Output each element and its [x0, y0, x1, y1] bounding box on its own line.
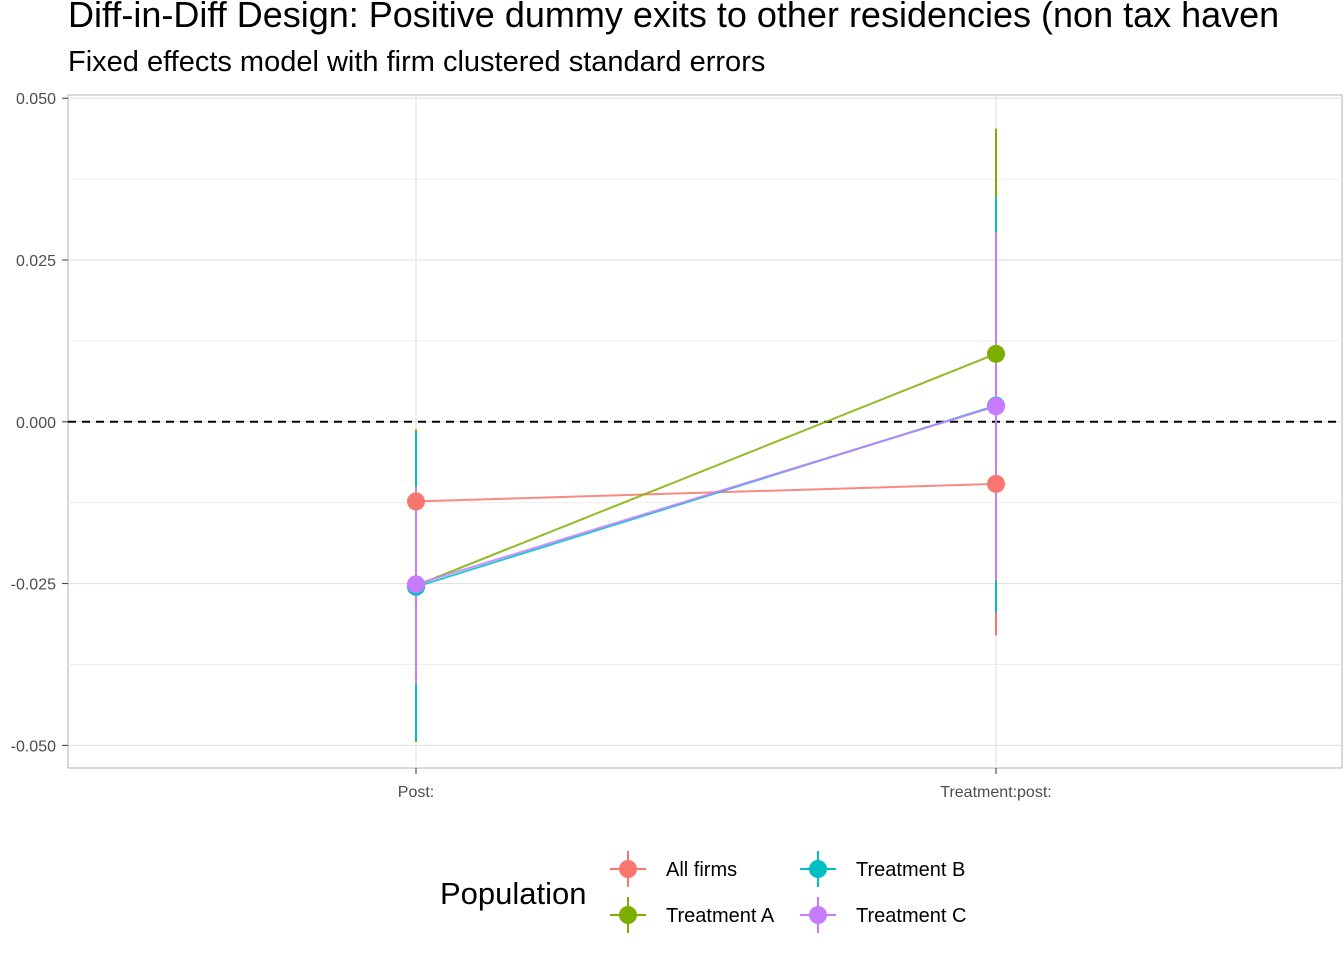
plot-panel-border [67, 94, 1343, 769]
data-point [987, 397, 1005, 416]
series-line [415, 482, 997, 503]
legend-item: Treatment A [610, 897, 775, 933]
data-point [987, 344, 1005, 363]
data-point [987, 474, 1005, 493]
data-point [407, 492, 425, 511]
legend-item: All firms [610, 851, 737, 887]
x-tick-label: Post: [398, 784, 434, 801]
legend: Population All firms Treatment A Treatment… [440, 851, 966, 933]
data-points [407, 344, 1005, 596]
y-tick-label: -0.025 [11, 577, 56, 594]
legend-label: Treatment A [666, 905, 775, 927]
y-tick-label: 0.000 [16, 415, 56, 432]
y-tick-label: 0.025 [16, 253, 56, 270]
series-lines [415, 352, 997, 588]
gridlines [68, 95, 1342, 768]
legend-label: Treatment B [856, 859, 965, 881]
y-axis: 0.050 0.025 0.000 -0.025 -0.050 [11, 91, 68, 755]
legend-key-point [619, 860, 637, 878]
legend-item: Treatment C [800, 897, 966, 933]
legend-key-point [619, 906, 637, 924]
series-line [415, 405, 997, 586]
x-axis: Post: Treatment:post: [398, 768, 1052, 801]
chart-subtitle: Fixed effects model with firm clustered … [68, 46, 766, 78]
y-tick-label: 0.050 [16, 91, 56, 108]
legend-key-point [809, 860, 827, 878]
series-line [415, 352, 997, 587]
data-point [407, 575, 425, 594]
legend-item: Treatment B [800, 851, 965, 887]
legend-title: Population [440, 876, 587, 911]
x-tick-label: Treatment:post: [940, 784, 1051, 801]
y-tick-label: -0.050 [11, 738, 56, 755]
legend-label: All firms [666, 859, 737, 881]
legend-key-point [809, 906, 827, 924]
error-bars [415, 128, 997, 743]
legend-label: Treatment C [856, 905, 966, 927]
chart-title: Diff-in-Diff Design: Positive dummy exit… [68, 0, 1280, 35]
